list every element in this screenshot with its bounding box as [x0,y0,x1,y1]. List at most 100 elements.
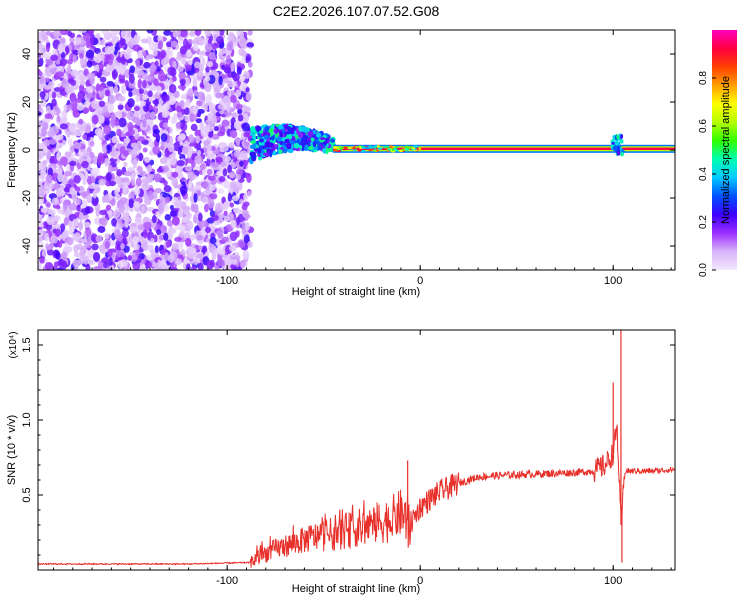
heatmap-cell [132,261,141,270]
heatmap-cell [45,42,51,53]
heatmap-cell [278,149,283,154]
heatmap-cell [209,236,217,245]
heatmap-cell [223,66,232,74]
heatmap-cell [150,237,155,244]
heatmap-cell [254,148,258,152]
heatmap-cell [143,61,151,69]
heatmap-cell [200,127,209,138]
heatmap-cell [96,84,105,92]
heatmap-cell [619,139,624,144]
heatmap-cell [130,254,138,262]
heatmap-cell [167,66,176,76]
heatmap-region-onset [247,123,337,165]
heatmap-cell [225,54,232,65]
heatmap-cell [143,221,152,229]
heatmap-cell [179,99,185,109]
heatmap-cell [121,229,129,238]
heatmap-cell [246,173,252,183]
heatmap-cell [146,30,154,34]
heatmap-region-carrier [332,144,675,153]
heatmap-cell [67,63,72,74]
heatmap-cell [122,126,127,134]
heatmap-cell [198,245,204,251]
heatmap-cell [288,133,293,140]
heatmap-cell [68,203,77,211]
heatmap-cell [152,48,158,57]
heatmap-cell [332,149,338,152]
heatmap-cell [242,250,250,260]
heatmap-cell [143,94,148,101]
y-tick-label: -20 [21,190,33,206]
heatmap-cell [246,42,255,48]
heatmap-cell [169,135,174,145]
heatmap-cell [195,135,201,144]
heatmap-cell [146,164,153,173]
heatmap-cell [155,85,162,95]
heatmap-cell [73,142,82,149]
heatmap-cell [106,80,114,87]
heatmap-cell [199,163,206,171]
heatmap-cell [78,30,87,33]
heatmap-cell [84,242,92,248]
heatmap-cell [38,180,42,189]
heatmap-cell [135,58,140,68]
heatmap-cell [137,136,145,142]
heatmap-cell [192,43,199,52]
heatmap-cell [153,93,161,100]
heatmap-cell [63,230,68,238]
heatmap-cell [113,85,119,94]
heatmap-cell [144,178,149,189]
heatmap-cell [330,138,336,143]
heatmap-cell [169,210,177,217]
heatmap-cell [54,228,61,237]
heatmap-cell [78,255,87,264]
heatmap-cell [297,131,304,139]
heatmap-cell [225,155,232,162]
x-tick-label: -100 [216,275,238,287]
heatmap-cell [68,122,78,133]
heatmap-cell [50,235,58,244]
heatmap-cell [193,89,198,97]
heatmap-cell [202,245,208,253]
heatmap-cell [116,128,122,137]
heatmap-cell [412,145,419,148]
heatmap-cell [82,133,88,140]
heatmap-cell [211,133,220,140]
heatmap-cell [44,77,50,83]
heatmap-cell [118,117,127,128]
heatmap-cell [322,147,327,154]
y-tick-label: 20 [21,96,33,108]
heatmap-cell [73,175,81,184]
heatmap-cell [139,170,147,177]
heatmap-cell [151,214,157,224]
heatmap-cell [91,103,100,110]
heatmap-cell [76,204,81,212]
heatmap-cell [204,75,211,82]
heatmap-cell [113,175,123,185]
heatmap-cell [208,51,216,61]
heatmap-cell [119,197,128,205]
heatmap-cell [128,198,135,209]
heatmap-cell [233,265,242,270]
heatmap-cell [183,209,191,215]
heatmap-cell [172,216,180,226]
heatmap-cell [230,219,237,229]
heatmap-cell [51,91,57,99]
snr-y-label: SNR (10 * v/v) [6,415,18,485]
heatmap-cell [203,189,212,195]
heatmap-cell [48,193,58,199]
heatmap-cell [259,138,264,143]
heatmap-cell [40,99,47,108]
heatmap-cell [80,75,88,81]
heatmap-cell [285,126,292,130]
heatmap-cell [61,78,69,88]
heatmap-cell [188,179,193,190]
heatmap-cell [197,212,203,222]
heatmap-cell [142,118,147,128]
heatmap-cell [399,149,403,153]
heatmap-cell [89,36,95,45]
heatmap-cell [264,134,270,140]
heatmap-cell [196,234,204,241]
heatmap-cell [89,151,95,159]
heatmap-cell [179,30,188,38]
